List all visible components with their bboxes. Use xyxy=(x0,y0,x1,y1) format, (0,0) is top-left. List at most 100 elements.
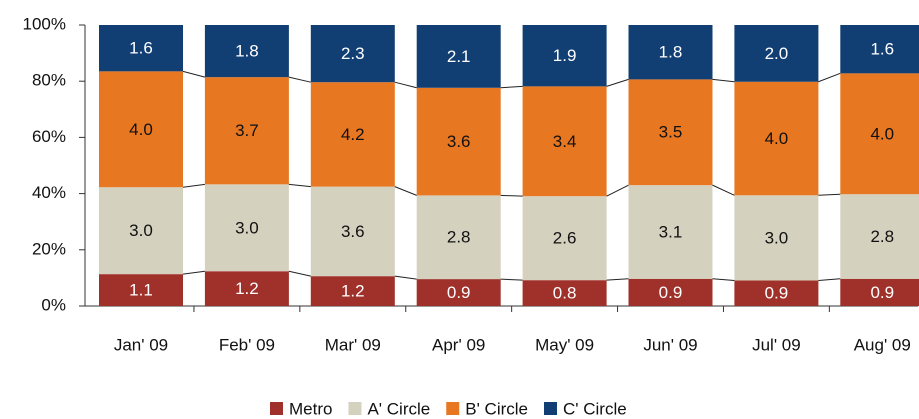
series-line xyxy=(818,193,841,196)
y-tick-label: 40% xyxy=(32,183,66,202)
bar-segment xyxy=(204,77,289,185)
y-tick-label: 100% xyxy=(23,14,66,33)
data-label: 1.9 xyxy=(553,46,577,65)
data-label: 1.6 xyxy=(129,39,153,58)
bar-segment xyxy=(522,25,607,87)
bar-segment xyxy=(310,25,395,83)
data-label: 1.8 xyxy=(659,43,683,62)
bar-segment xyxy=(204,271,289,306)
data-label: 0.9 xyxy=(447,283,471,302)
legend-label: B' Circle xyxy=(465,399,528,418)
series-line xyxy=(394,275,417,280)
data-label: 2.3 xyxy=(341,44,365,63)
bar-segment xyxy=(416,25,501,88)
bar-segment xyxy=(310,186,395,277)
series-line xyxy=(818,72,841,83)
bar-segment xyxy=(204,25,289,78)
data-label: 3.0 xyxy=(129,221,153,240)
data-label: 4.0 xyxy=(870,124,894,143)
data-label: 1.2 xyxy=(235,279,259,298)
data-label: 3.0 xyxy=(765,228,789,247)
y-tick-label: 60% xyxy=(32,127,66,146)
bar-segment xyxy=(99,25,183,72)
x-tick-label: Jul' 09 xyxy=(752,335,801,354)
bar-segment xyxy=(628,278,713,306)
y-tick-label: 80% xyxy=(32,71,66,90)
data-label: 2.8 xyxy=(447,228,471,247)
bar-segment xyxy=(416,87,501,196)
x-tick-label: Apr' 09 xyxy=(432,335,485,354)
series-line xyxy=(288,270,311,277)
bar-segment xyxy=(204,184,289,272)
bar-segment xyxy=(840,25,919,74)
legend-swatch xyxy=(544,402,557,415)
y-tick-label: 20% xyxy=(32,239,66,258)
bar-segment xyxy=(628,25,713,80)
series-line xyxy=(394,186,417,196)
data-label: 0.9 xyxy=(659,283,683,302)
bar-segment xyxy=(522,280,607,306)
series-line xyxy=(712,184,735,196)
series-line xyxy=(182,183,205,188)
data-label: 3.6 xyxy=(447,132,471,151)
data-label: 0.9 xyxy=(870,283,894,302)
series-line xyxy=(288,183,311,188)
x-tick-label: Jun' 09 xyxy=(643,335,697,354)
legend-swatch xyxy=(270,402,283,415)
bar-segment xyxy=(99,187,183,275)
bar-segment xyxy=(310,82,395,187)
data-label: 2.0 xyxy=(765,44,789,63)
legend-label: Metro xyxy=(289,399,332,418)
series-line xyxy=(712,78,735,83)
bar-segment xyxy=(840,73,919,195)
data-label: 2.6 xyxy=(553,229,577,248)
series-line xyxy=(500,85,523,89)
series-line xyxy=(394,81,417,89)
bar-segment xyxy=(522,196,607,281)
data-label: 1.6 xyxy=(870,40,894,59)
data-label: 3.4 xyxy=(553,132,577,151)
bar-segment xyxy=(734,25,819,82)
data-label: 1.8 xyxy=(235,42,259,61)
x-tick-label: Jan' 09 xyxy=(114,335,168,354)
series-line xyxy=(500,194,523,197)
series-line xyxy=(500,278,523,281)
x-tick-label: May' 09 xyxy=(535,335,594,354)
series-line xyxy=(818,278,841,281)
x-tick-label: Feb' 09 xyxy=(219,335,275,354)
legend-label: C' Circle xyxy=(563,399,627,418)
series-line xyxy=(606,278,629,281)
data-label: 4.2 xyxy=(341,125,365,144)
data-label: 2.8 xyxy=(870,227,894,246)
data-label: 3.6 xyxy=(341,222,365,241)
series-line xyxy=(606,184,629,197)
bar-segment xyxy=(734,81,819,196)
y-tick-label: 0% xyxy=(41,295,66,314)
series-line xyxy=(182,70,206,78)
x-tick-label: Mar' 09 xyxy=(325,335,381,354)
x-tick-label: Aug' 09 xyxy=(854,335,911,354)
series-line xyxy=(182,270,205,275)
data-label: 3.1 xyxy=(659,222,683,241)
data-label: 0.8 xyxy=(553,284,577,303)
data-label: 3.0 xyxy=(235,218,259,237)
data-label: 1.2 xyxy=(341,282,365,301)
data-label: 2.1 xyxy=(447,47,471,66)
data-label: 1.1 xyxy=(129,281,153,300)
bar-segment xyxy=(840,194,919,279)
bar-segment xyxy=(628,185,713,279)
bar-segment xyxy=(522,86,607,197)
legend-swatch xyxy=(446,402,460,415)
data-label: 3.5 xyxy=(659,123,683,142)
bar-segment xyxy=(840,278,919,306)
data-label: 0.9 xyxy=(765,284,789,303)
bar-segment xyxy=(734,280,819,306)
bar-segment xyxy=(99,274,183,306)
bar-segment xyxy=(416,195,501,280)
data-label: 3.7 xyxy=(235,121,259,140)
legend-swatch xyxy=(348,402,362,415)
bar-segment xyxy=(310,276,395,306)
series-line xyxy=(606,78,629,87)
bar-segment xyxy=(628,79,713,186)
